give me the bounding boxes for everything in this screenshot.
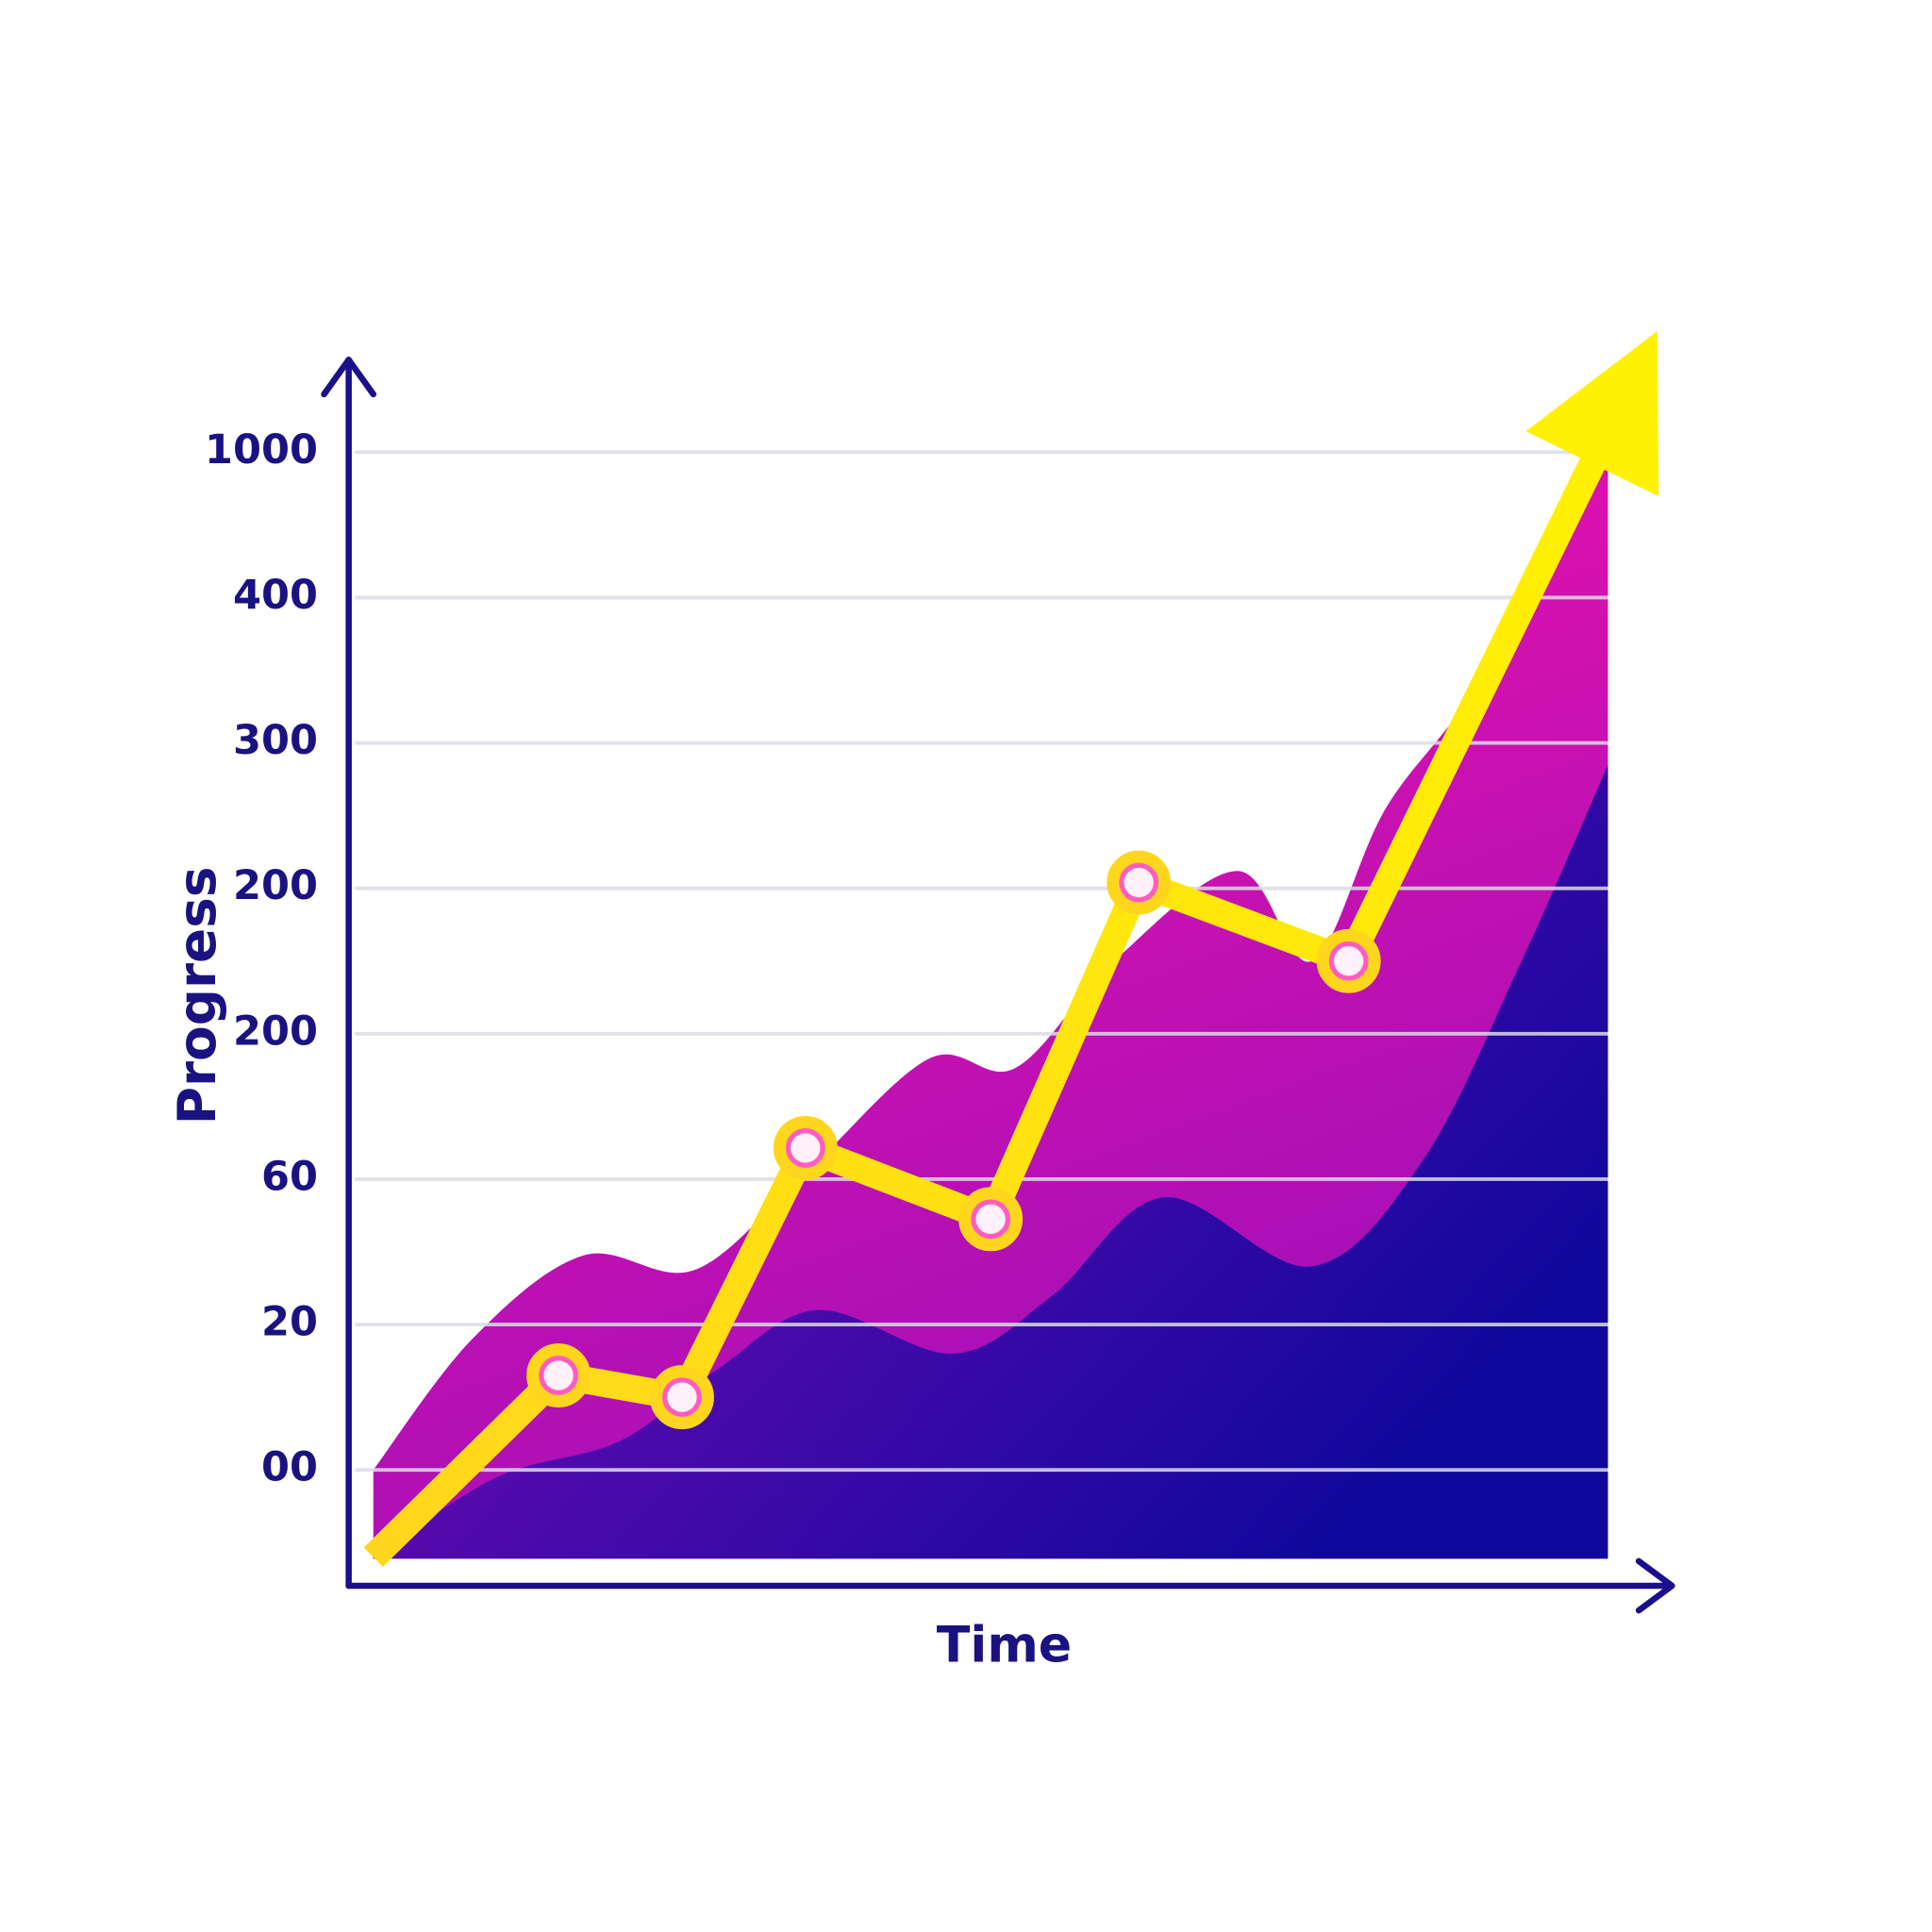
axes	[321, 357, 1675, 1614]
arrow-head	[1525, 330, 1659, 497]
y-tick-label: 00	[261, 1444, 318, 1491]
grid	[355, 450, 1608, 1473]
area	[373, 764, 1608, 1559]
areas	[373, 425, 1608, 1559]
point-marker-core	[543, 1360, 574, 1391]
y-tick-label: 300	[233, 717, 318, 764]
x-axis-arrow	[1635, 1557, 1675, 1614]
y-tick-label: 400	[233, 572, 318, 619]
y-tick-label: 20	[261, 1299, 318, 1346]
y-tick-label: 200	[233, 1008, 318, 1055]
tick-labels: 00 20 60 200 200 300 400 1000	[205, 426, 318, 1491]
y-tick-label: 1000	[205, 426, 318, 474]
x-axis-label: Time	[937, 1618, 1072, 1674]
point-marker-core	[791, 1133, 821, 1163]
lines	[363, 330, 1659, 1567]
y-tick-label: 200	[233, 862, 318, 909]
point-marker-core	[667, 1382, 697, 1412]
point-marker-core	[975, 1204, 1006, 1235]
y-tick-label: 60	[261, 1153, 318, 1200]
y-axis-arrow	[321, 357, 377, 398]
point-marker-core	[1124, 867, 1154, 898]
y-axis-label: Progress	[167, 866, 227, 1124]
point-marker-core	[1333, 946, 1364, 976]
